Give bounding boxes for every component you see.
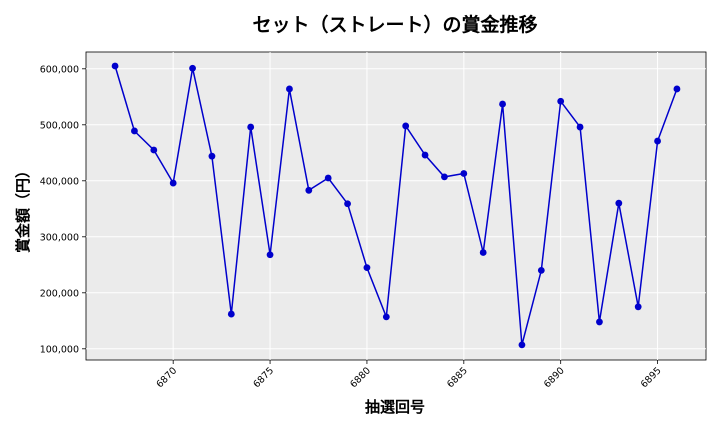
- data-point: [150, 146, 158, 154]
- data-point: [499, 100, 506, 108]
- data-point: [305, 186, 313, 194]
- data-point: [402, 122, 410, 130]
- data-point: [537, 267, 545, 274]
- y-tick-label: 400,000: [40, 176, 79, 187]
- data-point: [227, 310, 235, 318]
- data-point: [266, 251, 274, 259]
- data-point: [654, 137, 661, 145]
- data-point: [111, 62, 119, 70]
- y-tick-label: 500,000: [40, 120, 79, 131]
- data-point: [615, 199, 623, 207]
- data-point: [673, 85, 681, 93]
- data-point: [479, 249, 487, 256]
- y-tick-label: 600,000: [40, 64, 79, 75]
- data-point: [208, 152, 216, 160]
- series-layer: [111, 62, 681, 349]
- y-axis-label: 賞金額（円）: [14, 163, 32, 253]
- data-point: [169, 179, 177, 187]
- series-line: [114, 65, 678, 346]
- data-point: [576, 123, 584, 131]
- data-point: [189, 64, 196, 72]
- plot-area: [85, 51, 707, 361]
- data-point: [344, 200, 351, 208]
- data-point: [382, 313, 390, 321]
- data-point: [363, 264, 371, 271]
- chart-title: セット（ストレート）の賞金推移: [252, 13, 537, 36]
- x-axis-label: 抽選回号: [365, 398, 425, 416]
- data-point: [441, 173, 448, 181]
- data-point: [596, 318, 603, 326]
- y-tick-label: 100,000: [40, 344, 79, 355]
- data-point: [421, 151, 429, 159]
- y-tick-label: 200,000: [40, 288, 79, 299]
- data-point: [247, 123, 255, 131]
- y-tick-label: 300,000: [40, 232, 79, 243]
- data-point: [634, 303, 642, 311]
- data-point: [286, 85, 293, 93]
- data-point: [460, 170, 468, 177]
- data-point: [557, 97, 565, 105]
- grid-lines: [86, 52, 706, 360]
- data-point: [131, 127, 138, 135]
- data-point: [324, 174, 332, 182]
- data-point: [518, 341, 526, 349]
